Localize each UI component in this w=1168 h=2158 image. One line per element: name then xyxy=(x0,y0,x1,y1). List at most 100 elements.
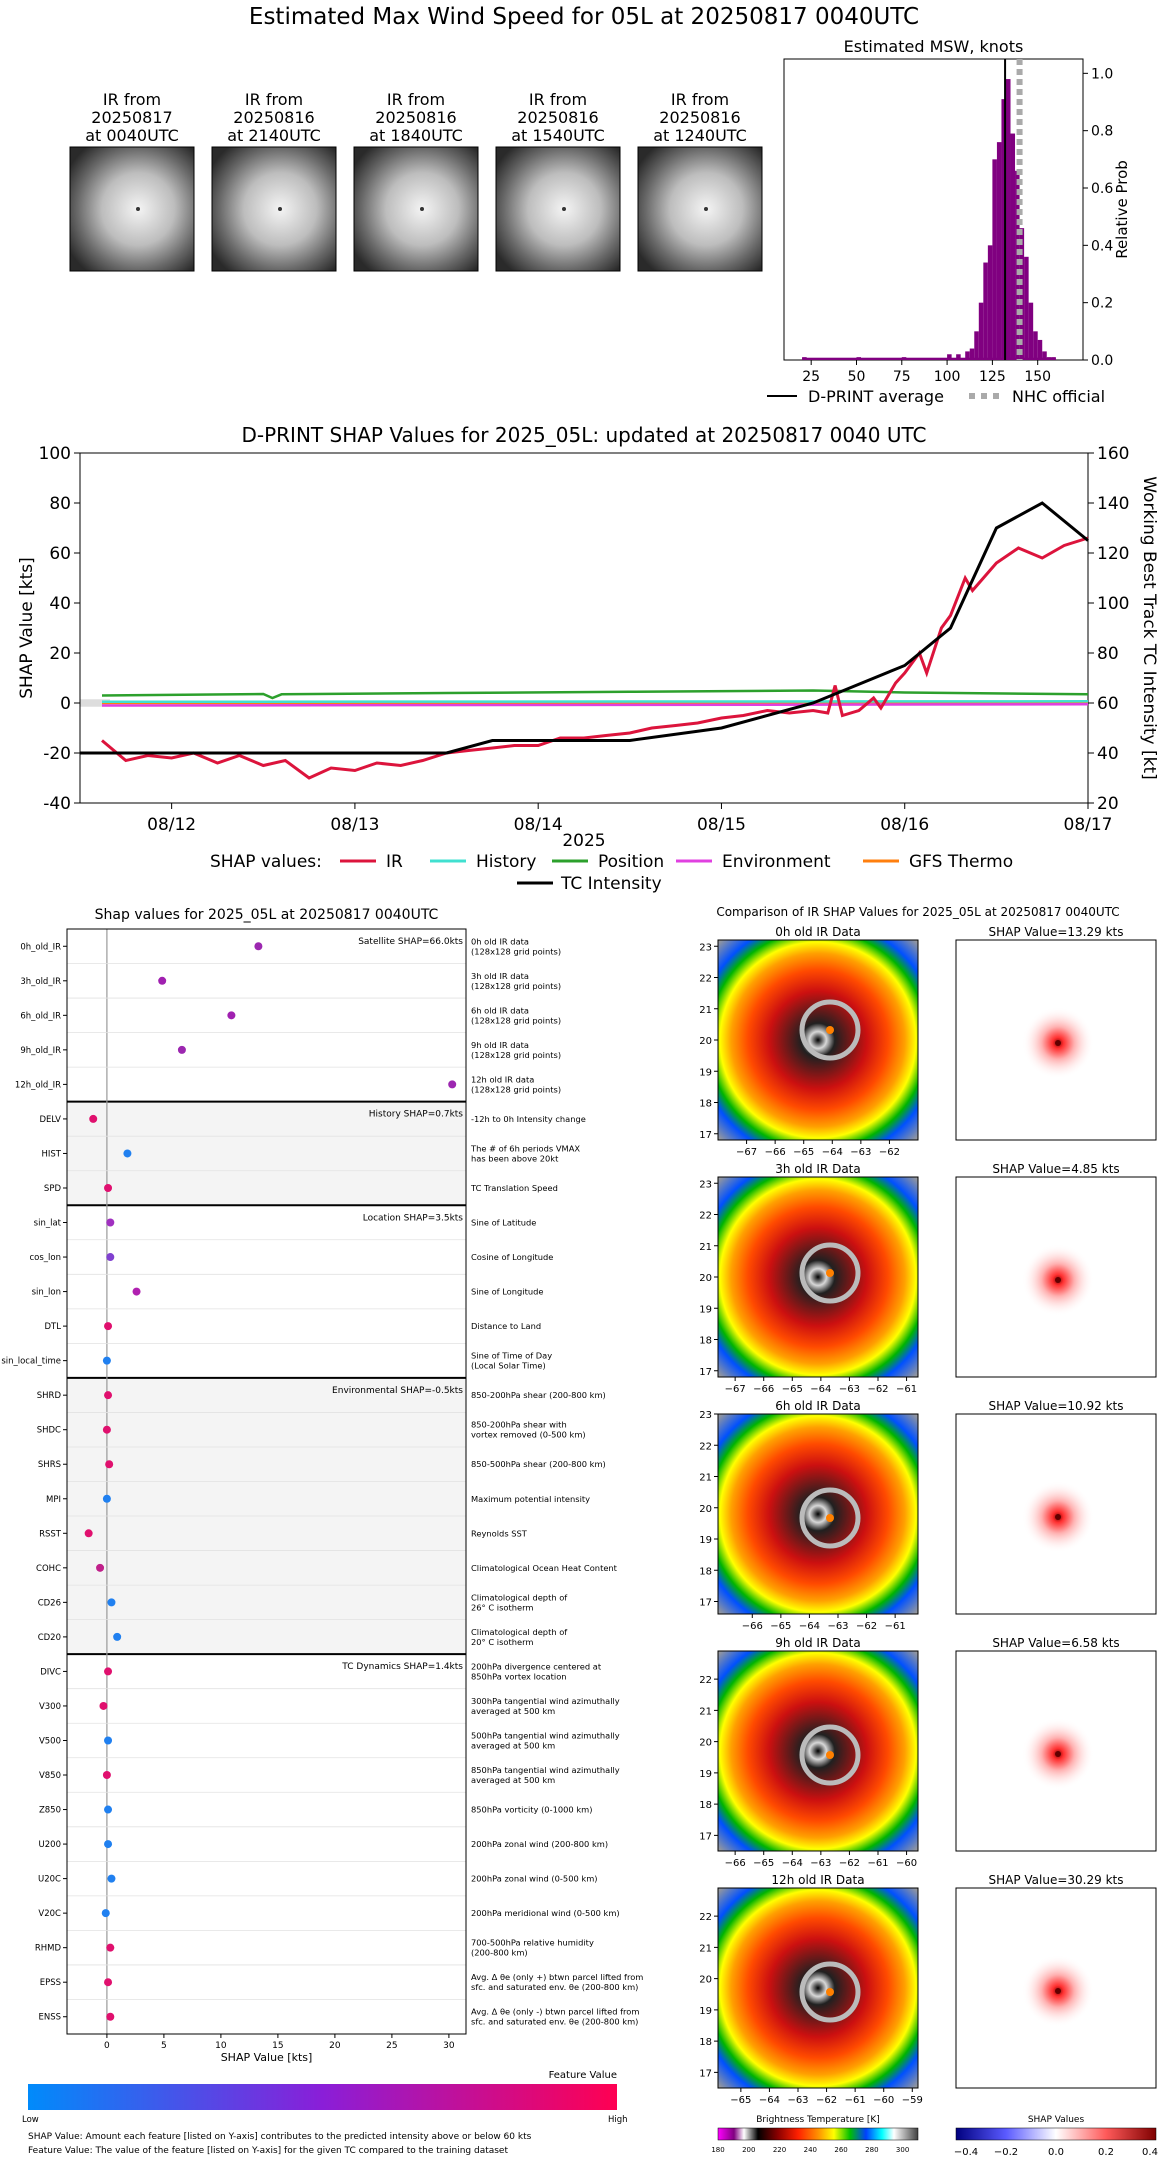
feature-point xyxy=(107,1874,116,1883)
feature-description: 300hPa tangential wind azimuthally xyxy=(471,1696,620,1706)
thumbnail-caption: IR from xyxy=(671,90,729,109)
feature-name: V850 xyxy=(39,1771,61,1781)
feature-name: U20C xyxy=(38,1875,61,1885)
y-right-tick-label: 140 xyxy=(1097,494,1129,514)
y-tick-label: 22 xyxy=(699,1675,712,1686)
shap-colorbar-tick: 0.2 xyxy=(1098,2147,1114,2158)
x-axis-label: SHAP Value [kts] xyxy=(221,2051,313,2064)
storm-eye-mark xyxy=(704,207,708,211)
feature-point xyxy=(177,1045,186,1054)
ir-panel-title: 0h old IR Data xyxy=(775,925,861,939)
ir-colorbar-tick: 240 xyxy=(804,2146,817,2154)
feature-point xyxy=(106,1218,115,1227)
feature-point xyxy=(104,1183,113,1192)
feature-point xyxy=(254,942,263,951)
feature-description: Sine of Latitude xyxy=(471,1218,536,1228)
thumbnail-caption: IR from xyxy=(245,90,303,109)
feature-description: 3h old IR data xyxy=(471,971,529,981)
legend-label: TC Intensity xyxy=(560,874,662,894)
y-tick-label: 18 xyxy=(699,1336,712,1347)
feature-description: (128x128 grid points) xyxy=(471,1015,561,1025)
histogram-bar xyxy=(969,348,975,360)
y-tick-label: 22 xyxy=(699,1441,712,1452)
histogram-bar xyxy=(1042,351,1047,360)
x-tick-label: 75 xyxy=(893,369,911,385)
feature-description: (128x128 grid points) xyxy=(471,946,561,956)
feature-description: (128x128 grid points) xyxy=(471,1084,561,1094)
shap-panel-title: SHAP Value=10.92 kts xyxy=(989,1399,1124,1413)
y-tick-label: 18 xyxy=(699,1099,712,1110)
storm-eye-mark xyxy=(562,207,566,211)
feature-point xyxy=(104,1736,113,1745)
y-right-tick-label: 60 xyxy=(1097,694,1119,714)
histogram-bar xyxy=(996,142,1002,360)
y-tick-label: 23 xyxy=(699,1179,712,1190)
shaded-band xyxy=(80,699,110,707)
histogram-bar xyxy=(1005,79,1011,361)
y-tick-label: 20 xyxy=(699,1975,712,1986)
histogram-bar xyxy=(1051,357,1056,360)
x-tick-label: −64 xyxy=(810,1384,831,1395)
x-tick-label: −65 xyxy=(782,1384,803,1395)
shap-panel-title: SHAP Value=4.85 kts xyxy=(992,1162,1119,1176)
shap-center-mark xyxy=(1055,1988,1061,1994)
storm-eye-mark xyxy=(826,1988,834,1996)
maps-title: Comparison of IR SHAP Values for 2025_05… xyxy=(716,905,1119,919)
feature-point xyxy=(227,1011,236,1020)
y-tick-label: 0.8 xyxy=(1091,124,1113,140)
ir-map-image xyxy=(718,1651,918,1851)
feature-name: 0h_old_IR xyxy=(20,942,61,952)
x-tick-label: −66 xyxy=(753,1384,774,1395)
shap-panel-title: SHAP Value=13.29 kts xyxy=(989,925,1124,939)
y-tick-label: 22 xyxy=(699,1211,712,1222)
shap-colorbar-tick: 0.4 xyxy=(1142,2147,1158,2158)
feature-name: RHMD xyxy=(35,1944,62,1954)
feature-description: 20° C isotherm xyxy=(471,1637,533,1647)
ir-colorbar-tick: 200 xyxy=(742,2146,755,2154)
feature-point xyxy=(96,1563,105,1572)
feature-description: 850hPa vortex location xyxy=(471,1671,567,1681)
thumbnail-caption: at 1540UTC xyxy=(511,126,605,145)
y-tick-label: 21 xyxy=(699,1473,712,1484)
y-tick-label: 0.6 xyxy=(1091,181,1113,197)
storm-eyewall xyxy=(799,1961,861,2023)
storm-eyewall xyxy=(799,1724,861,1786)
storm-eye-mark xyxy=(826,1026,834,1034)
histogram-bar xyxy=(1033,331,1038,360)
feature-name: U200 xyxy=(39,1840,61,1850)
y-right-tick-label: 100 xyxy=(1097,594,1129,614)
y-tick-label: 21 xyxy=(699,1706,712,1717)
feature-point xyxy=(158,976,167,985)
feature-bar-high: High xyxy=(608,2115,628,2125)
feature-description: 12h old IR data xyxy=(471,1074,534,1084)
storm-eyewall xyxy=(799,1242,861,1304)
shap-colorbar-label: SHAP Values xyxy=(1028,2115,1085,2125)
x-tick-label: 50 xyxy=(848,369,866,385)
feature-description: Cosine of Longitude xyxy=(471,1252,553,1262)
y-right-tick-label: 40 xyxy=(1097,744,1119,764)
x-tick-label: 08/13 xyxy=(330,815,379,835)
thumbnail-caption: at 2140UTC xyxy=(227,126,321,145)
feature-description: -12h to 0h Intensity change xyxy=(471,1114,586,1124)
feature-name: 3h_old_IR xyxy=(20,977,61,987)
x-tick-label: −65 xyxy=(753,1858,774,1869)
histogram-bar xyxy=(1024,256,1029,360)
x-tick-label: −62 xyxy=(867,1384,888,1395)
y-tick-label: 17 xyxy=(699,2068,712,2079)
feature-name: V300 xyxy=(39,1702,61,1712)
feature-point xyxy=(104,1805,113,1814)
feature-name: V20C xyxy=(38,1909,61,1919)
feature-name: COHC xyxy=(36,1564,61,1574)
group-shap-label: Location SHAP=3.5kts xyxy=(363,1213,464,1223)
thumbnail-caption: 20250816 xyxy=(659,108,740,127)
ir-panel-title: 6h old IR Data xyxy=(775,1399,861,1413)
y-tick-label: 100 xyxy=(39,444,71,464)
feature-description: vortex removed (0-500 km) xyxy=(471,1430,586,1440)
x-tick-label: 10 xyxy=(215,2041,227,2051)
feature-point xyxy=(99,1701,108,1710)
y-right-tick-label: 160 xyxy=(1097,444,1129,464)
legend-label: D-PRINT average xyxy=(808,387,944,406)
series-line-environment xyxy=(101,703,1089,707)
feature-name: SPD xyxy=(44,1184,62,1194)
